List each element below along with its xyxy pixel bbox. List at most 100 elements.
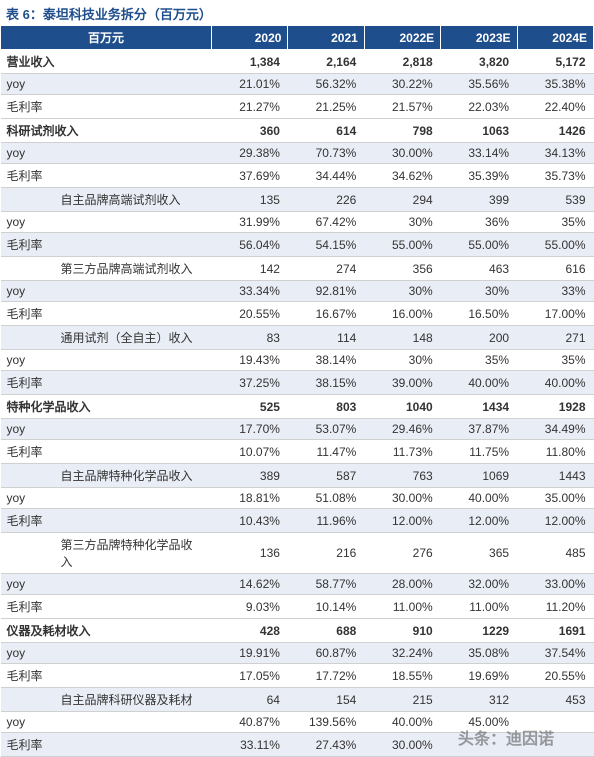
cell-value: 1443 bbox=[517, 464, 593, 488]
cell-value: 16.50% bbox=[441, 302, 517, 326]
cell-value: 70.73% bbox=[288, 143, 364, 164]
cell-value: 21.25% bbox=[288, 95, 364, 119]
cell-value: 12.00% bbox=[364, 509, 440, 533]
cell-value: 539 bbox=[517, 188, 593, 212]
cell-value: 58.77% bbox=[288, 574, 364, 595]
table-row: 毛利率10.43%11.96%12.00%12.00%12.00% bbox=[1, 509, 594, 533]
cell-value: 40.00% bbox=[441, 488, 517, 509]
row-label: yoy bbox=[1, 74, 212, 95]
cell-value: 11.75% bbox=[441, 440, 517, 464]
table-row: 毛利率9.03%10.14%11.00%11.00%11.20% bbox=[1, 595, 594, 619]
cell-value: 1691 bbox=[517, 619, 593, 643]
col-header-2023e: 2023E bbox=[441, 26, 517, 50]
cell-value: 33.11% bbox=[212, 733, 288, 757]
cell-value: 51.08% bbox=[288, 488, 364, 509]
cell-value: 33.34% bbox=[212, 281, 288, 302]
cell-value: 56.04% bbox=[212, 233, 288, 257]
cell-value: 1,384 bbox=[212, 50, 288, 74]
table-row: yoy21.01%56.32%30.22%35.56%35.38% bbox=[1, 74, 594, 95]
row-label: yoy bbox=[1, 574, 212, 595]
cell-value: 40.00% bbox=[517, 371, 593, 395]
table-row: 毛利率33.11%27.43%30.00% bbox=[1, 733, 594, 757]
cell-value: 910 bbox=[364, 619, 440, 643]
cell-value: 200 bbox=[441, 326, 517, 350]
cell-value: 34.13% bbox=[517, 143, 593, 164]
cell-value: 17.72% bbox=[288, 664, 364, 688]
cell-value: 11.80% bbox=[517, 440, 593, 464]
cell-value: 37.25% bbox=[212, 371, 288, 395]
cell-value: 294 bbox=[364, 188, 440, 212]
cell-value: 688 bbox=[288, 619, 364, 643]
cell-value: 312 bbox=[441, 688, 517, 712]
cell-value: 35% bbox=[517, 350, 593, 371]
cell-value: 11.00% bbox=[441, 595, 517, 619]
table-row: yoy14.62%58.77%28.00%32.00%33.00% bbox=[1, 574, 594, 595]
cell-value: 30% bbox=[364, 212, 440, 233]
cell-value: 136 bbox=[212, 533, 288, 574]
row-label: 自主品牌科研仪器及耗材 bbox=[1, 688, 212, 712]
table-row: yoy29.38%70.73%30.00%33.14%34.13% bbox=[1, 143, 594, 164]
cell-value: 83 bbox=[212, 326, 288, 350]
cell-value bbox=[517, 733, 593, 757]
cell-value: 485 bbox=[517, 533, 593, 574]
table-row: 仪器及耗材收入42868891012291691 bbox=[1, 619, 594, 643]
cell-value: 142 bbox=[212, 257, 288, 281]
col-header-2022e: 2022E bbox=[364, 26, 440, 50]
row-label: 第三方品牌高端试剂收入 bbox=[1, 257, 212, 281]
table-row: 毛利率17.05%17.72%18.55%19.69%20.55% bbox=[1, 664, 594, 688]
cell-value: 360 bbox=[212, 119, 288, 143]
cell-value: 11.20% bbox=[517, 595, 593, 619]
row-label: 自主品牌高端试剂收入 bbox=[1, 188, 212, 212]
table-row: yoy17.70%53.07%29.46%37.87%34.49% bbox=[1, 419, 594, 440]
cell-value: 34.62% bbox=[364, 164, 440, 188]
cell-value: 40.87% bbox=[212, 712, 288, 733]
row-label: 自主品牌特种化学品收入 bbox=[1, 464, 212, 488]
cell-value: 276 bbox=[364, 533, 440, 574]
cell-value: 5,172 bbox=[517, 50, 593, 74]
cell-value: 463 bbox=[441, 257, 517, 281]
cell-value: 54.15% bbox=[288, 233, 364, 257]
cell-value: 30.00% bbox=[364, 488, 440, 509]
table-row: 毛利率10.07%11.47%11.73%11.75%11.80% bbox=[1, 440, 594, 464]
cell-value: 55.00% bbox=[517, 233, 593, 257]
cell-value: 587 bbox=[288, 464, 364, 488]
table-row: 毛利率37.25%38.15%39.00%40.00%40.00% bbox=[1, 371, 594, 395]
cell-value: 19.91% bbox=[212, 643, 288, 664]
cell-value: 28.00% bbox=[364, 574, 440, 595]
cell-value: 30% bbox=[364, 350, 440, 371]
table-title: 表 6：泰坦科技业务拆分（百万元） bbox=[0, 0, 594, 25]
cell-value: 10.43% bbox=[212, 509, 288, 533]
cell-value: 11.73% bbox=[364, 440, 440, 464]
cell-value: 12.00% bbox=[517, 509, 593, 533]
cell-value: 40.00% bbox=[441, 371, 517, 395]
row-label: yoy bbox=[1, 212, 212, 233]
cell-value: 33% bbox=[517, 281, 593, 302]
col-header-2021: 2021 bbox=[288, 26, 364, 50]
row-label: 仪器及耗材收入 bbox=[1, 619, 212, 643]
table-row: 通用试剂（全自主）收入83114148200271 bbox=[1, 326, 594, 350]
cell-value: 38.14% bbox=[288, 350, 364, 371]
cell-value: 37.87% bbox=[441, 419, 517, 440]
cell-value: 29.38% bbox=[212, 143, 288, 164]
cell-value: 763 bbox=[364, 464, 440, 488]
cell-value: 271 bbox=[517, 326, 593, 350]
cell-value: 39.00% bbox=[364, 371, 440, 395]
cell-value: 35.73% bbox=[517, 164, 593, 188]
cell-value: 35.08% bbox=[441, 643, 517, 664]
cell-value: 37.54% bbox=[517, 643, 593, 664]
cell-value: 1426 bbox=[517, 119, 593, 143]
row-label: 毛利率 bbox=[1, 233, 212, 257]
table-row: 毛利率37.69%34.44%34.62%35.39%35.73% bbox=[1, 164, 594, 188]
cell-value: 30% bbox=[441, 281, 517, 302]
cell-value: 114 bbox=[288, 326, 364, 350]
table-row: yoy19.43%38.14%30%35%35% bbox=[1, 350, 594, 371]
cell-value: 35% bbox=[517, 212, 593, 233]
cell-value: 216 bbox=[288, 533, 364, 574]
cell-value: 226 bbox=[288, 188, 364, 212]
cell-value: 1069 bbox=[441, 464, 517, 488]
cell-value bbox=[441, 733, 517, 757]
row-label: yoy bbox=[1, 281, 212, 302]
cell-value: 9.03% bbox=[212, 595, 288, 619]
cell-value: 36% bbox=[441, 212, 517, 233]
table-row: yoy18.81%51.08%30.00%40.00%35.00% bbox=[1, 488, 594, 509]
